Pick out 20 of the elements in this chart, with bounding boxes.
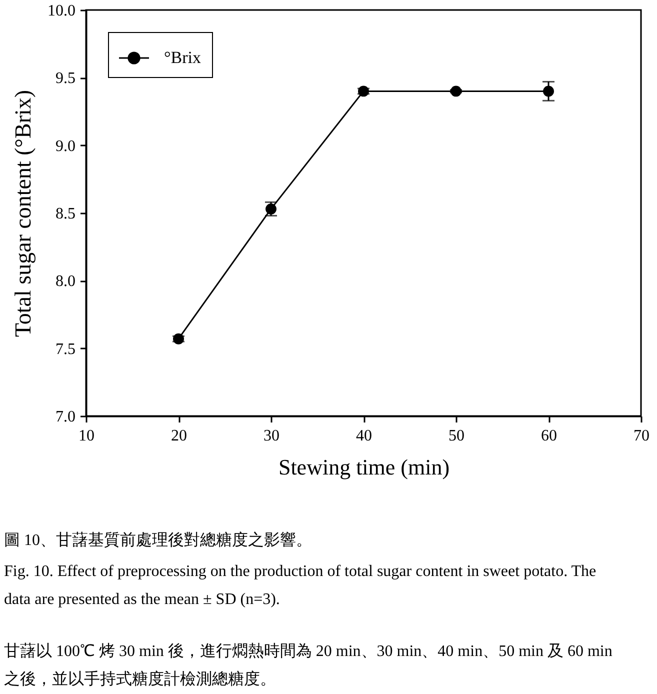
- y-tick-label: 9.5: [56, 70, 76, 88]
- y-tick-label: 7.5: [56, 340, 76, 358]
- caption: Fig. 10. Effect of preprocessing on the production of total sugar content in sweet potato. The data are presented as the mean ± SD (n=3).: [4, 563, 596, 608]
- legend-label: °Brix: [164, 48, 202, 67]
- x-tick-label: 20: [171, 428, 187, 444]
- caption: 圖 10、甘藷基質前處理後對總糖度之影響。: [4, 531, 312, 549]
- x-tick-label: 30: [264, 428, 280, 444]
- text: 甘藷以 100℃ 烤 30 min 後，進行燜熱時間為 20 min、30 min、40 min、50 min 及 60 min 之後，並以手持式糖度計檢測總糖度。: [4, 642, 612, 688]
- y-tick-label: 8.5: [56, 206, 76, 222]
- y-tick-label: 7.0: [56, 408, 76, 426]
- y-tick-label: 8.0: [56, 273, 76, 290]
- x-tick-label: 50: [448, 428, 464, 444]
- x-tick-label: 40: [356, 428, 372, 444]
- x-tick-label: 70: [634, 428, 650, 444]
- y-tick-label: 9.0: [56, 138, 76, 155]
- x-axis-title: Stewing time (min): [278, 454, 450, 480]
- y-tick-label: 10.0: [48, 2, 76, 20]
- y-axis-title: Total sugar content (°Brix): [10, 90, 36, 338]
- x-tick-label: 60: [541, 428, 557, 444]
- x-tick-label: 10: [78, 428, 94, 444]
